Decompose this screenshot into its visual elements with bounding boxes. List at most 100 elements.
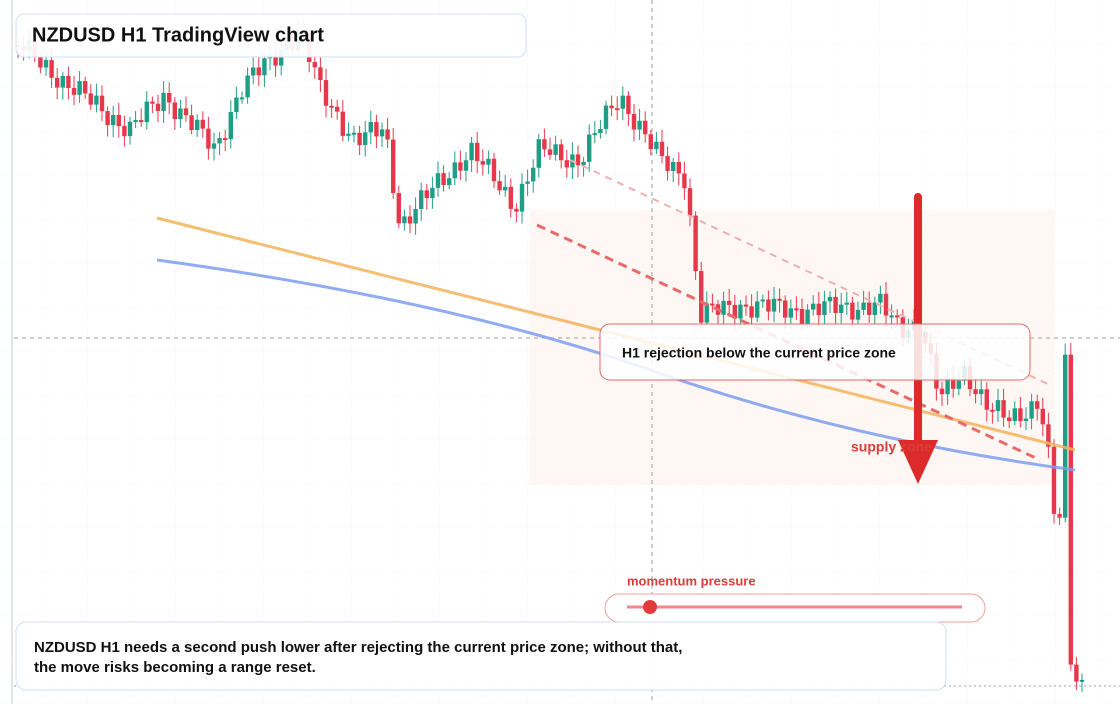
candle-body xyxy=(514,208,519,212)
candle-body xyxy=(855,309,861,320)
candle-body xyxy=(351,132,357,135)
candle-body xyxy=(816,303,821,316)
candle-body xyxy=(844,302,849,305)
candle-body xyxy=(435,173,441,188)
candle-body xyxy=(895,315,900,318)
candle-body xyxy=(749,306,754,318)
candle-body xyxy=(452,162,457,179)
candle-body xyxy=(239,97,245,100)
trendline-upper xyxy=(569,159,1051,386)
candle-body xyxy=(195,119,200,131)
candle-body xyxy=(827,296,833,302)
candle-body xyxy=(603,105,609,129)
candle-body xyxy=(419,190,424,209)
candle-body xyxy=(77,81,82,95)
candle-body xyxy=(223,138,228,141)
candle-body xyxy=(693,215,698,272)
candle-body xyxy=(598,128,603,134)
candle-body xyxy=(979,389,984,395)
candle-body xyxy=(682,173,687,189)
candle-body xyxy=(503,186,508,191)
candle-body xyxy=(312,62,317,68)
candle-body xyxy=(407,216,413,224)
candle-body xyxy=(861,302,866,310)
candle-body xyxy=(984,389,989,410)
candle-body xyxy=(357,132,362,146)
annotation-text: H1 rejection below the current price zon… xyxy=(622,345,896,361)
candle-body xyxy=(525,181,530,184)
candle-body xyxy=(850,302,855,320)
candle-body xyxy=(581,161,586,166)
candle-body xyxy=(687,188,693,216)
candle-body xyxy=(671,161,676,171)
candle-body xyxy=(469,142,474,161)
candle-body xyxy=(172,102,177,120)
candle-body xyxy=(839,304,844,313)
candle-body xyxy=(531,167,536,182)
candle-body xyxy=(1051,446,1057,514)
candle-body xyxy=(788,308,793,318)
candle-body xyxy=(665,156,670,171)
candle-body xyxy=(491,158,497,182)
candle-body xyxy=(559,144,564,161)
candle-body xyxy=(1079,679,1085,682)
candle-body xyxy=(335,106,340,112)
candle-body xyxy=(262,58,267,76)
candle-body xyxy=(251,67,256,76)
candle-body xyxy=(995,400,1001,412)
candle-body xyxy=(833,296,838,313)
candle-body xyxy=(99,95,105,112)
candle-body xyxy=(939,388,945,395)
candle-body xyxy=(990,409,995,412)
candle-body xyxy=(755,301,760,318)
candle-body xyxy=(441,173,446,186)
caption-box xyxy=(15,621,947,691)
candle-body xyxy=(189,115,194,131)
candle-body xyxy=(379,129,385,137)
candle-body xyxy=(508,186,513,209)
candle-body xyxy=(346,133,351,136)
candle-body xyxy=(49,60,54,78)
candle-body xyxy=(486,158,491,165)
candle-body xyxy=(475,142,480,162)
candle-body xyxy=(150,101,155,104)
candle-body xyxy=(391,139,396,194)
candle-body xyxy=(329,105,334,108)
candle-body xyxy=(553,144,558,155)
candles xyxy=(15,18,1085,693)
candle-body xyxy=(60,75,65,88)
candle-body xyxy=(424,190,429,199)
candle-body xyxy=(385,129,390,140)
candle-body xyxy=(805,309,810,324)
candle-body xyxy=(760,299,765,302)
candle-body xyxy=(956,380,961,389)
candle-body xyxy=(368,122,373,133)
candle-body xyxy=(161,92,166,111)
annotation-box xyxy=(599,323,1031,381)
candle-body xyxy=(139,120,144,123)
candle-body xyxy=(447,178,452,186)
candle-body xyxy=(659,141,665,157)
candle-body xyxy=(1007,417,1012,422)
candle-body xyxy=(497,181,502,191)
candle-body xyxy=(654,141,659,150)
candle-body xyxy=(55,77,60,88)
candle-body xyxy=(564,160,569,168)
candle-body xyxy=(1012,408,1017,422)
candle-body xyxy=(822,301,827,316)
candle-body xyxy=(783,300,788,318)
candle-body xyxy=(318,67,323,81)
candle-body xyxy=(710,303,715,306)
candle-body xyxy=(396,193,401,224)
title-box xyxy=(15,13,527,58)
candle-body xyxy=(340,111,345,136)
candle-body xyxy=(542,139,547,150)
candle-body xyxy=(363,132,368,146)
candle-body xyxy=(743,304,749,307)
candle-body xyxy=(206,128,211,149)
candle-body xyxy=(771,298,777,312)
candle-body xyxy=(945,378,950,395)
candle-body xyxy=(575,154,581,166)
candle-body xyxy=(592,133,597,136)
